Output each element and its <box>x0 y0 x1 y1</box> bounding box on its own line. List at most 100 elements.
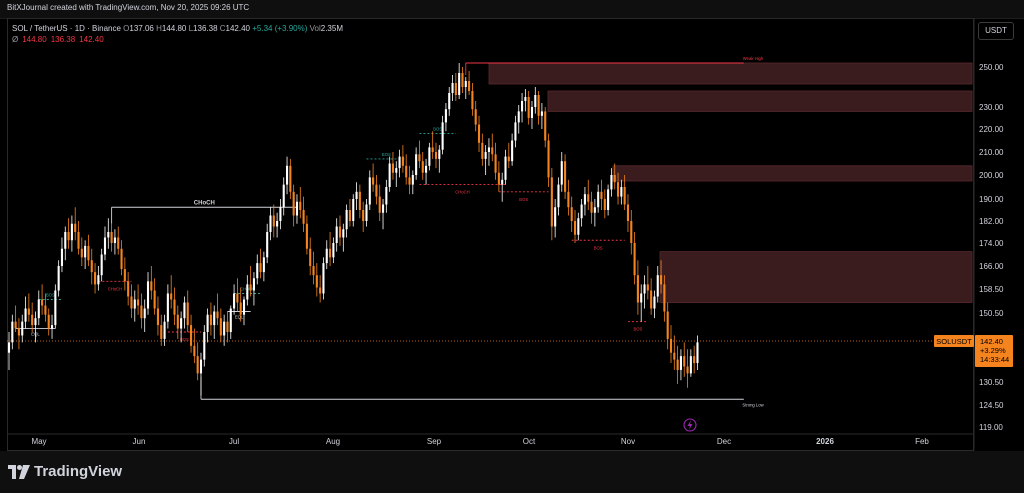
chart-frame[interactable] <box>7 18 974 451</box>
candle-body <box>620 187 623 197</box>
candle-body <box>444 109 447 123</box>
candle-body <box>458 73 461 95</box>
candle-body <box>87 245 90 261</box>
candle-body <box>583 194 586 205</box>
candle-body <box>160 325 163 339</box>
candle-body <box>653 296 656 309</box>
indicator-legend[interactable]: Ø 144.80 136.38 142.40 <box>12 35 108 44</box>
structure-label: CHoCH <box>194 200 215 206</box>
candle-body <box>127 281 130 297</box>
candle-body <box>143 308 146 319</box>
candle-body <box>352 199 355 221</box>
candle-body <box>600 191 603 199</box>
candle-body <box>90 260 93 273</box>
candle-body <box>166 293 169 322</box>
candle-body <box>405 165 408 178</box>
candle-body <box>673 352 676 360</box>
x-tick-label: Aug <box>326 437 340 446</box>
candle-body <box>544 111 547 141</box>
candle-body <box>696 342 699 364</box>
candle-body <box>375 184 378 197</box>
x-tick-label: Jul <box>229 437 239 446</box>
x-tick-label: Feb <box>915 437 929 446</box>
candle-body <box>322 263 325 294</box>
candle-body <box>388 163 391 187</box>
candle-body <box>514 122 517 141</box>
structure-label: Strong Low <box>742 402 764 407</box>
open-label: O <box>123 24 130 33</box>
candle-body <box>236 293 239 303</box>
candle-body <box>176 314 179 329</box>
candle-body <box>100 254 103 276</box>
candle-body <box>137 299 140 306</box>
candle-body <box>302 210 305 224</box>
candle-body <box>385 187 388 205</box>
candle-body <box>537 95 540 116</box>
candle-body <box>329 248 332 258</box>
lightning-glyph <box>687 420 693 430</box>
high-label: H <box>156 24 162 33</box>
candle-body <box>50 325 54 329</box>
symbol-label[interactable]: SOL / TetherUS · 1D · Binance <box>12 24 121 33</box>
candle-body <box>305 223 308 249</box>
candle-body <box>282 184 285 208</box>
candle-body <box>679 356 682 370</box>
structure-label: BOS <box>633 327 642 332</box>
candle-body <box>27 308 30 315</box>
candle-body <box>560 161 563 185</box>
candle-body <box>408 177 411 185</box>
candle-body <box>660 275 663 285</box>
y-tick-label: 210.00 <box>979 148 1004 157</box>
candle-body <box>646 284 649 291</box>
candle-body <box>491 147 494 155</box>
candle-body <box>577 218 580 235</box>
structure-label: BOS <box>180 337 189 342</box>
candle-body <box>431 147 434 152</box>
candle-body <box>44 305 47 315</box>
candle-body <box>464 81 467 87</box>
candle-body <box>398 156 401 169</box>
candle-body <box>530 107 534 118</box>
candle-body <box>173 299 176 315</box>
candle-body <box>289 165 292 192</box>
candle-body <box>348 210 351 221</box>
candle-body <box>47 314 50 329</box>
candle-body <box>484 152 487 159</box>
candle-body <box>669 338 673 353</box>
candle-body <box>21 321 24 336</box>
candle-body <box>163 321 166 339</box>
candle-body <box>239 302 242 315</box>
y-tick-label: 166.00 <box>979 262 1004 271</box>
candle-body <box>461 73 464 87</box>
candle-body <box>262 257 265 273</box>
candle-body <box>454 83 457 95</box>
candle-body <box>203 332 206 360</box>
currency-selector[interactable]: USDT <box>978 22 1014 40</box>
indicator-symbol: Ø <box>12 35 19 44</box>
candle-body <box>613 175 616 183</box>
x-tick-label: Nov <box>621 437 635 446</box>
candle-body <box>110 232 113 243</box>
candle-body <box>299 201 302 210</box>
candle-body <box>233 293 236 309</box>
candle-body <box>683 356 686 367</box>
candle-body <box>269 215 272 232</box>
candle-body <box>368 177 371 205</box>
candle-body <box>451 83 454 93</box>
symbol-tag <box>934 335 974 347</box>
candle-body <box>593 207 596 213</box>
candle-body <box>372 177 375 185</box>
candle-body <box>292 191 295 216</box>
y-tick-label: 190.00 <box>979 195 1004 204</box>
candle-body <box>441 122 444 150</box>
candle-body <box>338 226 342 238</box>
tradingview-logo[interactable]: TradingView <box>8 463 122 480</box>
candle-body <box>70 223 73 241</box>
candle-body <box>183 302 186 319</box>
candle-body <box>554 207 557 227</box>
supply-zone <box>488 62 973 85</box>
candle-body <box>107 232 110 238</box>
candle-body <box>285 165 289 185</box>
candle-body <box>37 299 40 319</box>
